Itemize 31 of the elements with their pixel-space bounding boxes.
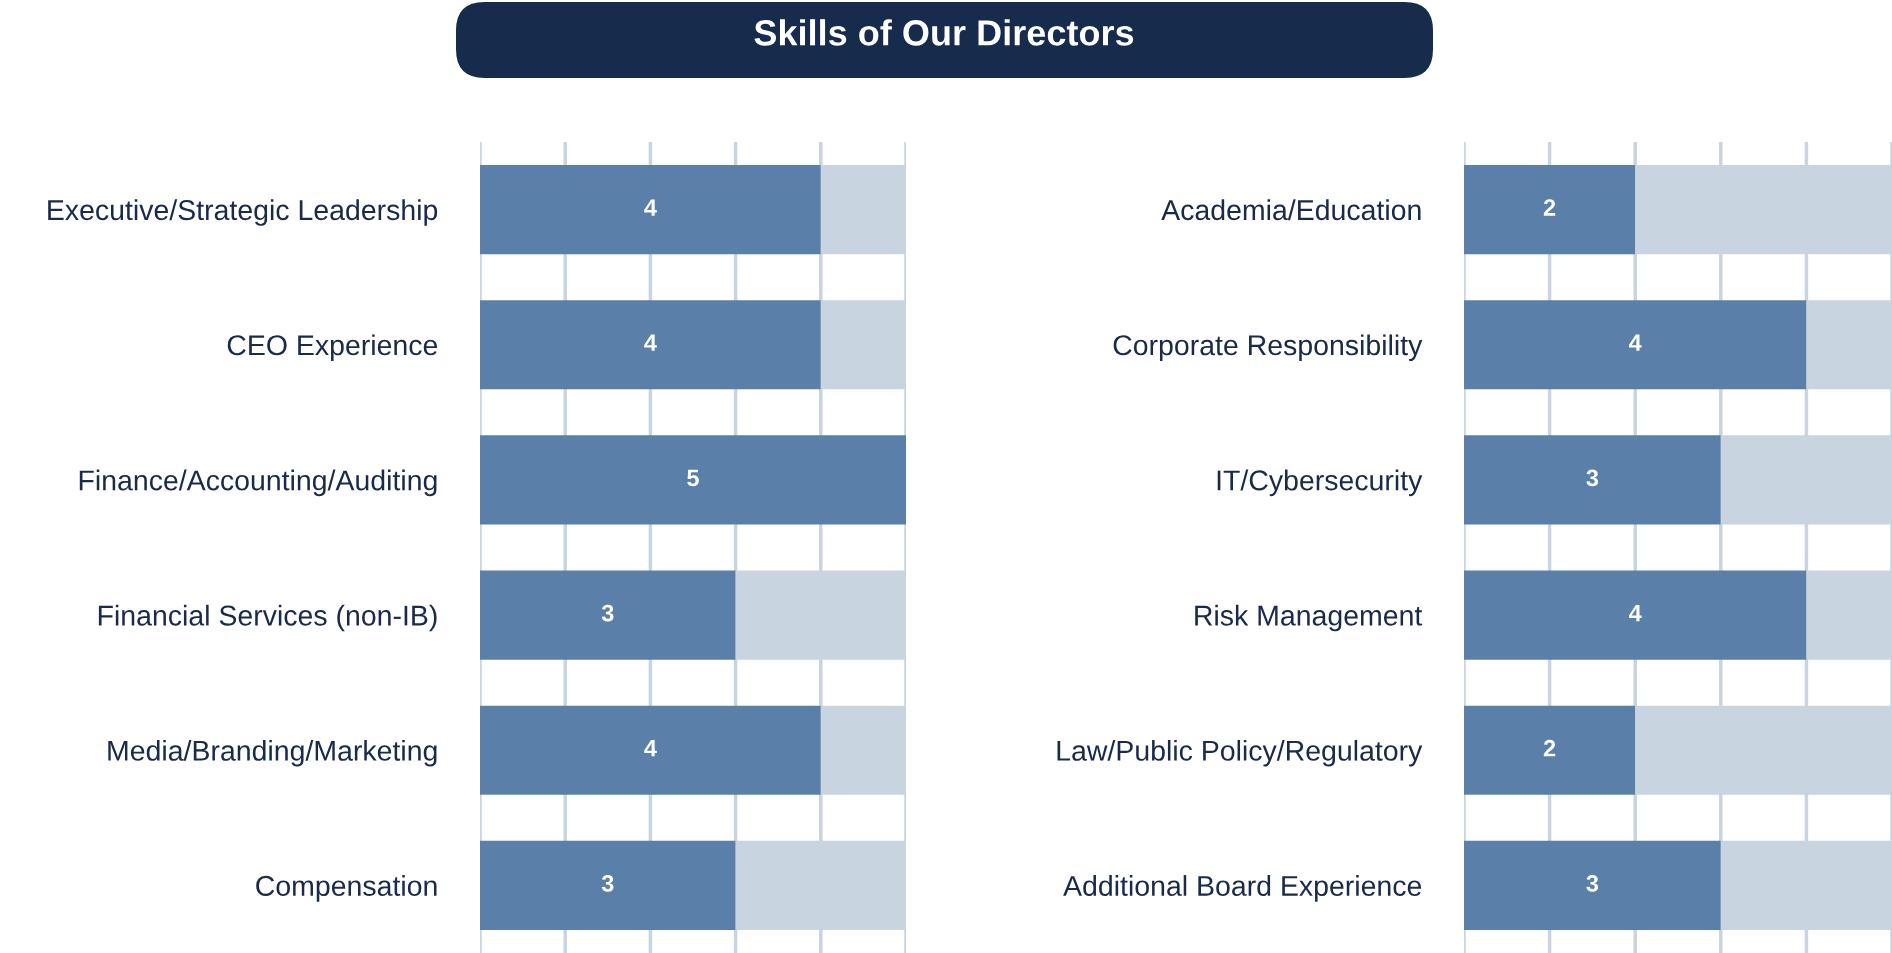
bar [1464,164,1636,255]
data-label: 4 [1628,604,1642,622]
y-tick-label: Media/Branding/Marketing [108,739,437,767]
y-tick-label: Finance/Accounting/Auditing [79,469,437,497]
data-label: 3 [1586,469,1599,487]
data-label: 4 [644,199,657,216]
y-tick-label: Corporate Responsibility [1113,334,1423,361]
y-tick-label: CEO Experience [227,334,438,361]
y-tick-label: Executive/Strategic Leadership [48,199,438,226]
y-tick-label: Academia/Education [1161,199,1421,221]
data-label: 3 [601,604,614,622]
bar [1464,840,1721,931]
y-tick-label: Financial Services (non-IB) [98,604,437,632]
bar [1464,705,1636,795]
data-label: 3 [601,875,614,892]
y-tick-label: Compensation [256,875,437,902]
bar [1464,570,1807,660]
data-label: 2 [1543,739,1556,757]
chart-title: Skills of Our Directors [754,19,1134,46]
data-label: 5 [687,469,699,487]
data-label: 4 [644,334,657,351]
y-tick-label: Risk Management [1195,604,1423,632]
data-label: 2 [1543,199,1556,216]
data-label: 3 [1586,875,1599,892]
data-label: 4 [1628,334,1642,351]
bar [1464,435,1721,525]
data-label: 4 [644,740,657,757]
y-tick-label: Law/Public Policy/Regulatory [1057,739,1423,767]
y-tick-label: IT/Cybersecurity [1217,469,1423,497]
y-tick-label: Additional Board Experience [1063,875,1422,902]
bar [1464,300,1807,390]
